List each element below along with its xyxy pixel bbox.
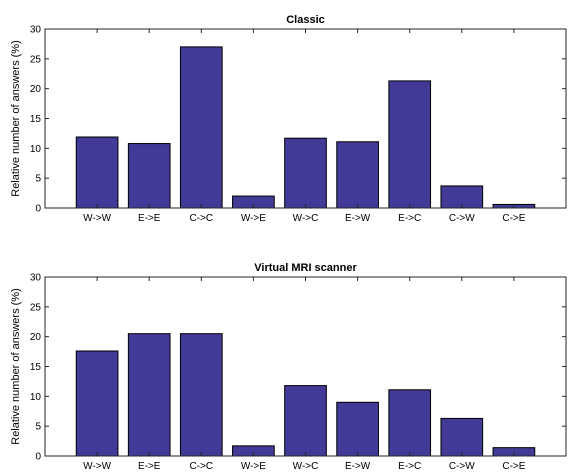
chart-title: Virtual MRI scanner [254, 262, 357, 274]
y-tick-label: 10 [30, 144, 42, 155]
x-tick-label: W->C [293, 461, 319, 472]
y-tick-label: 20 [30, 332, 42, 343]
y-tick-label: 25 [30, 302, 42, 313]
bar-C->W [440, 417, 484, 457]
y-tick-label: 15 [30, 114, 42, 125]
bar-W->W [75, 350, 119, 457]
y-axis-label: Relative number of answers (%) [10, 40, 22, 197]
bar-E->C [388, 80, 432, 209]
x-tick-label: W->W [83, 461, 111, 472]
y-tick-label: 30 [30, 273, 42, 284]
bar-E->E [127, 333, 171, 457]
x-tick-label: E->C [398, 213, 421, 224]
x-tick-label: C->C [189, 213, 213, 224]
bar-C->C [179, 333, 223, 457]
y-axis-label: Relative number of answers (%) [10, 288, 22, 445]
x-tick-label: W->C [293, 213, 319, 224]
x-tick-label: E->E [138, 213, 161, 224]
x-tick-label: W->E [241, 461, 266, 472]
x-tick-label: E->E [138, 461, 161, 472]
y-tick-label: 20 [30, 84, 42, 95]
y-tick-label: 5 [35, 422, 41, 433]
chart-title: Classic [286, 14, 325, 26]
bar-W->W [75, 136, 119, 209]
x-tick-label: E->C [398, 461, 421, 472]
y-tick-label: 0 [35, 204, 41, 215]
bar-C->C [179, 46, 223, 209]
x-tick-label: C->W [449, 213, 475, 224]
bar-W->C [284, 137, 327, 209]
bar-W->C [284, 385, 327, 457]
y-tick-label: 25 [30, 54, 42, 65]
bar-E->E [127, 143, 171, 209]
x-tick-label: C->C [189, 461, 213, 472]
x-tick-label: C->E [502, 213, 525, 224]
y-tick-label: 15 [30, 362, 42, 373]
y-tick-label: 10 [30, 392, 42, 403]
x-tick-label: C->W [449, 461, 475, 472]
y-tick-label: 0 [35, 452, 41, 463]
chart-classic: Classic Relative number of answers (%) 0… [10, 14, 567, 224]
y-tick-label: 30 [30, 25, 42, 36]
bar-E->C [388, 389, 432, 457]
x-tick-label: E->W [345, 461, 371, 472]
y-tick-label: 5 [35, 174, 41, 185]
x-tick-label: C->E [502, 461, 525, 472]
bar-E->W [336, 401, 379, 457]
x-tick-label: E->W [345, 213, 371, 224]
x-tick-label: W->W [83, 213, 111, 224]
chart-virtual-mri-scanner: Virtual MRI scanner Relative number of a… [10, 262, 567, 472]
bar-E->W [336, 141, 379, 209]
x-tick-label: W->E [241, 213, 266, 224]
